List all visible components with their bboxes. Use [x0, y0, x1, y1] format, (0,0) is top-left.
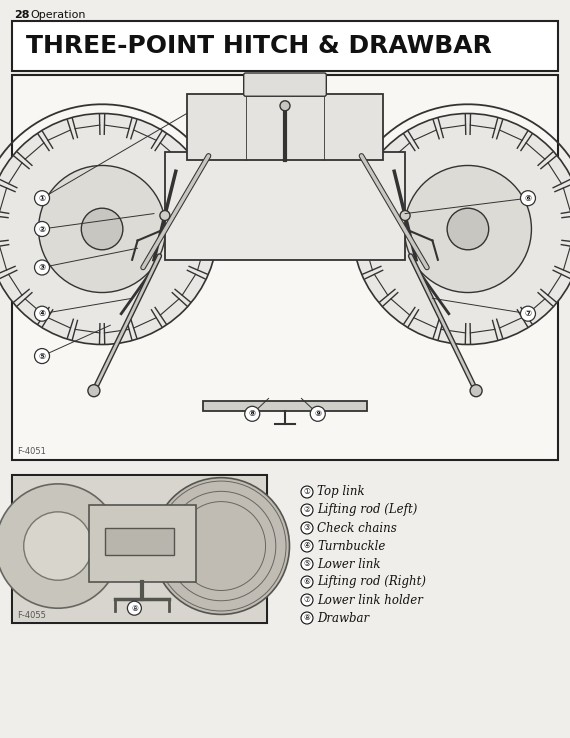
Circle shape [160, 210, 170, 221]
Circle shape [301, 522, 313, 534]
Text: F-4051: F-4051 [17, 447, 46, 456]
Circle shape [153, 477, 290, 615]
Text: Lower link holder: Lower link holder [317, 593, 423, 607]
Text: ⑧: ⑧ [131, 604, 138, 613]
Text: Drawbar: Drawbar [317, 612, 369, 624]
Circle shape [352, 114, 570, 345]
Circle shape [35, 348, 50, 364]
Circle shape [301, 486, 313, 498]
Text: Top link: Top link [317, 486, 365, 498]
Text: ⑥: ⑥ [524, 193, 532, 203]
Circle shape [520, 306, 535, 321]
Circle shape [245, 407, 260, 421]
Circle shape [0, 484, 120, 608]
Circle shape [88, 384, 100, 397]
Text: 28: 28 [14, 10, 30, 20]
Text: ④: ④ [38, 309, 46, 318]
Bar [12, 21, 558, 71]
Text: ①: ① [304, 488, 311, 497]
Text: Operation: Operation [30, 10, 86, 20]
Circle shape [301, 576, 313, 588]
Text: ②: ② [304, 506, 311, 514]
Bar [13, 476, 266, 622]
Bar [104, 528, 174, 555]
Text: ①: ① [38, 193, 46, 203]
Circle shape [301, 504, 313, 516]
Text: Turnbuckle: Turnbuckle [317, 539, 385, 553]
Text: THREE-POINT HITCH & DRAWBAR: THREE-POINT HITCH & DRAWBAR [26, 34, 492, 58]
Circle shape [39, 165, 166, 292]
Text: ⑧: ⑧ [249, 410, 256, 418]
Circle shape [24, 512, 92, 580]
Text: Lower link: Lower link [317, 557, 381, 570]
Circle shape [301, 612, 313, 624]
Circle shape [35, 260, 50, 275]
Circle shape [128, 601, 141, 615]
Text: F-4055: F-4055 [17, 611, 46, 620]
Bar [12, 475, 267, 623]
Circle shape [301, 540, 313, 552]
Bar [165, 152, 405, 260]
Circle shape [520, 190, 535, 206]
Circle shape [310, 407, 325, 421]
Circle shape [301, 594, 313, 606]
Circle shape [400, 210, 410, 221]
Circle shape [470, 384, 482, 397]
Bar [203, 401, 367, 411]
Circle shape [35, 190, 50, 206]
Text: ③: ③ [38, 263, 46, 272]
Circle shape [280, 101, 290, 111]
Bar [88, 505, 196, 582]
Bar [12, 75, 558, 460]
Circle shape [301, 558, 313, 570]
Text: Check chains: Check chains [317, 522, 397, 534]
Text: ⑦: ⑦ [304, 596, 311, 604]
Text: ④: ④ [304, 542, 311, 551]
Bar [187, 94, 383, 159]
Text: Lifting rod (Left): Lifting rod (Left) [317, 503, 417, 517]
Text: ⑤: ⑤ [38, 351, 46, 361]
Text: Lifting rod (Right): Lifting rod (Right) [317, 576, 426, 588]
Circle shape [0, 114, 218, 345]
FancyBboxPatch shape [244, 73, 326, 96]
Circle shape [447, 208, 488, 249]
Circle shape [35, 221, 50, 236]
Text: ⑨: ⑨ [314, 410, 321, 418]
Text: ⑥: ⑥ [304, 578, 311, 587]
Text: ⑧: ⑧ [304, 613, 311, 622]
Text: ⑦: ⑦ [524, 309, 532, 318]
Circle shape [82, 208, 123, 249]
Text: ③: ③ [304, 523, 311, 533]
Text: ⑤: ⑤ [304, 559, 311, 568]
Text: ②: ② [38, 224, 46, 233]
Circle shape [35, 306, 50, 321]
Circle shape [404, 165, 531, 292]
